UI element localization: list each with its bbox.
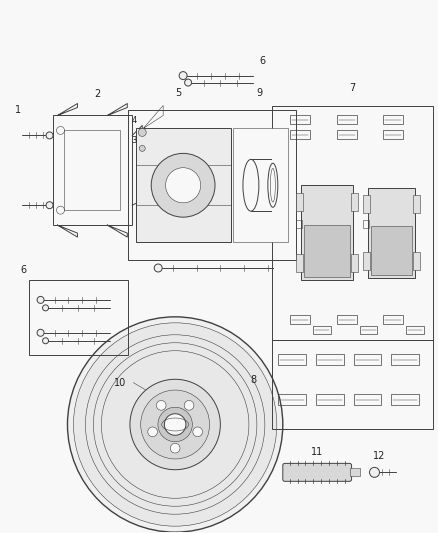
- Bar: [278, 354, 306, 365]
- Bar: [53, 116, 132, 225]
- Bar: [301, 185, 353, 280]
- Circle shape: [151, 154, 215, 217]
- Bar: [384, 315, 403, 324]
- Circle shape: [170, 443, 180, 453]
- Bar: [272, 106, 433, 340]
- Bar: [360, 326, 378, 334]
- Circle shape: [42, 305, 49, 311]
- Text: 9: 9: [257, 87, 263, 98]
- Bar: [392, 354, 419, 365]
- Text: 2: 2: [94, 88, 100, 99]
- Circle shape: [42, 338, 49, 344]
- Bar: [337, 315, 357, 324]
- Circle shape: [154, 264, 162, 272]
- Text: 7: 7: [350, 83, 356, 93]
- Text: 3: 3: [131, 136, 137, 145]
- Bar: [316, 354, 343, 365]
- Circle shape: [166, 168, 201, 203]
- Text: 6: 6: [260, 55, 266, 66]
- Bar: [272, 340, 433, 430]
- Bar: [363, 252, 370, 270]
- Circle shape: [184, 400, 194, 410]
- Text: 12: 12: [373, 451, 386, 462]
- Bar: [296, 193, 303, 211]
- Circle shape: [46, 132, 53, 139]
- Bar: [413, 195, 420, 213]
- Circle shape: [74, 323, 277, 526]
- Bar: [64, 131, 120, 210]
- Circle shape: [37, 329, 44, 336]
- Text: 6: 6: [21, 265, 27, 275]
- Text: 5: 5: [175, 87, 182, 98]
- Circle shape: [156, 400, 166, 410]
- Bar: [290, 131, 310, 140]
- Bar: [413, 252, 420, 270]
- Bar: [371, 225, 413, 275]
- Bar: [406, 326, 424, 334]
- Circle shape: [67, 317, 283, 532]
- Bar: [363, 195, 370, 213]
- Circle shape: [148, 427, 157, 437]
- Bar: [296, 254, 303, 272]
- Bar: [278, 393, 306, 405]
- Bar: [384, 131, 403, 140]
- Bar: [353, 354, 381, 365]
- Text: 1: 1: [14, 106, 21, 116]
- Bar: [316, 393, 343, 405]
- Circle shape: [158, 407, 192, 442]
- Bar: [28, 280, 128, 355]
- Circle shape: [179, 71, 187, 79]
- Bar: [313, 326, 331, 334]
- Bar: [290, 116, 310, 124]
- FancyBboxPatch shape: [283, 463, 352, 481]
- Circle shape: [37, 296, 44, 303]
- Circle shape: [193, 427, 202, 437]
- Bar: [337, 131, 357, 140]
- Circle shape: [138, 128, 146, 136]
- Bar: [350, 193, 357, 211]
- Circle shape: [139, 146, 145, 151]
- Bar: [304, 225, 350, 277]
- Circle shape: [370, 467, 379, 478]
- Circle shape: [184, 79, 191, 86]
- Text: 11: 11: [311, 447, 323, 457]
- Bar: [290, 315, 310, 324]
- Bar: [353, 393, 381, 405]
- Circle shape: [130, 379, 220, 470]
- Text: 10: 10: [114, 378, 127, 387]
- Text: 8: 8: [251, 375, 257, 385]
- Bar: [233, 128, 288, 242]
- Bar: [128, 110, 296, 260]
- Circle shape: [141, 390, 210, 459]
- Bar: [392, 393, 419, 405]
- Bar: [350, 469, 360, 477]
- Circle shape: [46, 201, 53, 209]
- Bar: [363, 220, 368, 228]
- Bar: [296, 220, 302, 228]
- Bar: [367, 188, 415, 278]
- Bar: [337, 116, 357, 124]
- Circle shape: [164, 414, 186, 435]
- Bar: [136, 128, 231, 242]
- Bar: [384, 116, 403, 124]
- Bar: [350, 254, 357, 272]
- Text: 4: 4: [132, 116, 137, 125]
